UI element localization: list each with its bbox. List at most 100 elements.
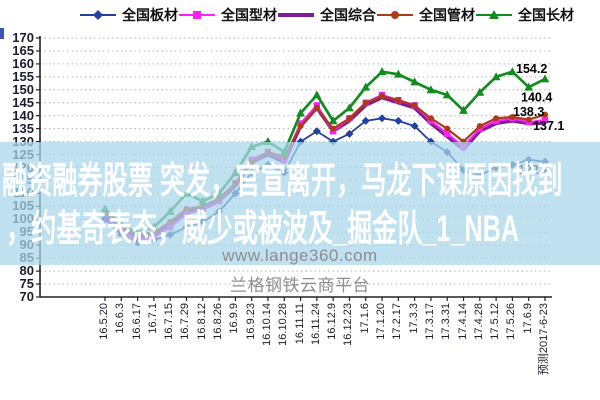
marker-circle-icon bbox=[427, 115, 434, 122]
x-axis-label: 16.9.9 bbox=[228, 303, 241, 334]
marker-circle-icon bbox=[525, 116, 532, 123]
marker-diamond-icon bbox=[361, 116, 370, 125]
y-axis-label: 165 bbox=[12, 42, 34, 58]
legend-label: 全国板材 bbox=[122, 7, 178, 23]
marker-triangle-icon bbox=[377, 67, 387, 76]
marker-circle-icon bbox=[476, 123, 483, 130]
marker-circle-icon bbox=[493, 115, 500, 122]
x-axis-label: 17.4.14 bbox=[456, 303, 469, 340]
legend-label: 全国型材 bbox=[221, 7, 277, 23]
marker-diamond-icon bbox=[378, 114, 387, 123]
x-axis-label: 16.8.26 bbox=[212, 303, 225, 340]
value-label-全国综合: 137.1 bbox=[533, 119, 564, 133]
value-label-全国管材: 140.4 bbox=[521, 91, 552, 105]
marker-diamond-icon bbox=[312, 127, 321, 136]
x-axis-label: 16.6.17 bbox=[130, 303, 143, 340]
x-axis-label: 17.1.6 bbox=[358, 303, 371, 334]
legend-label: 全国长材 bbox=[518, 7, 574, 23]
marker-triangle-icon bbox=[459, 105, 468, 114]
marker-circle-icon bbox=[542, 111, 548, 118]
y-axis-label: 155 bbox=[12, 68, 34, 84]
marker-triangle-icon bbox=[328, 116, 338, 125]
marker-circle-icon bbox=[362, 99, 369, 106]
legend-marker-square-icon bbox=[179, 11, 215, 19]
watermark-platform: 兰格钢铁云商平台 bbox=[230, 276, 370, 295]
legend-item-全国管材: 全国管材 bbox=[375, 5, 475, 25]
y-axis-label: 145 bbox=[12, 94, 34, 110]
y-axis-label: 80 bbox=[19, 263, 34, 279]
y-axis-label: 70 bbox=[19, 289, 34, 304]
marker-circle-icon bbox=[330, 125, 337, 132]
marker-circle-icon bbox=[411, 102, 418, 109]
x-axis-label: 16.8.12 bbox=[195, 303, 208, 340]
marker-circle-icon bbox=[313, 104, 320, 111]
marker-triangle-icon bbox=[540, 74, 550, 83]
marker-triangle-icon bbox=[345, 103, 354, 112]
x-axis-label: 17.4.28 bbox=[472, 303, 485, 340]
marker-circle-icon bbox=[395, 97, 402, 104]
legend-marker-diamond-icon bbox=[80, 10, 116, 20]
x-axis-label: 16.9.23 bbox=[244, 303, 257, 340]
x-axis-label: 16.11.24 bbox=[309, 303, 322, 346]
x-axis-label: 17.2.17 bbox=[391, 303, 404, 340]
x-axis-label: 17.3.17 bbox=[423, 303, 436, 340]
marker-triangle-icon bbox=[491, 72, 501, 81]
legend-item-全国长材: 全国长材 bbox=[474, 5, 574, 25]
marker-circle-icon bbox=[297, 123, 304, 130]
value-label-全国型材: 138.3 bbox=[513, 105, 544, 119]
marker-triangle-icon bbox=[393, 69, 403, 78]
x-axis-label: 17.3.31 bbox=[440, 303, 453, 340]
legend-item-全国板材: 全国板材 bbox=[78, 5, 178, 25]
legend-marker-circle-icon bbox=[377, 11, 413, 19]
marker-triangle-icon bbox=[508, 67, 517, 76]
legend-item-全国型材: 全国型材 bbox=[177, 5, 277, 25]
marker-triangle-icon bbox=[361, 82, 371, 91]
marker-triangle-icon bbox=[524, 82, 534, 91]
marker-triangle-icon bbox=[475, 87, 485, 96]
x-axis-label: 17.5.26 bbox=[505, 303, 518, 340]
legend-label: 全国管材 bbox=[419, 7, 475, 23]
y-axis-label: 140 bbox=[12, 107, 34, 123]
x-axis-label: 17.5.12 bbox=[489, 303, 502, 340]
marker-circle-icon bbox=[444, 125, 451, 132]
legend-item-全国综合: 全国综合 bbox=[276, 5, 376, 25]
y-axis-label: 75 bbox=[19, 276, 34, 292]
marker-triangle-icon bbox=[426, 85, 436, 94]
x-axis-label: 16.6.3 bbox=[114, 303, 127, 334]
x-axis-label: 16.12.9 bbox=[326, 303, 339, 340]
overlay-caption-line2: ，约基奇表态，威少或被波及_掘金队_1_NBA bbox=[6, 208, 520, 249]
legend-marker-triangle-icon bbox=[476, 10, 512, 19]
y-axis-label: 135 bbox=[12, 120, 34, 136]
x-axis-label: 16.10.14 bbox=[260, 303, 273, 346]
overlay-caption-line1: 融资融券股票 突发，官宣离开，马龙下课原因找到 bbox=[2, 160, 563, 201]
watermark-url: www.lange360.com bbox=[222, 246, 378, 265]
marker-triangle-icon bbox=[312, 90, 322, 99]
marker-circle-icon bbox=[379, 93, 386, 100]
marker-diamond-icon bbox=[410, 122, 419, 131]
marker-circle-icon bbox=[509, 113, 516, 120]
chart-legend: 全国板材 全国型材 全国综合 全国管材 全国长材 bbox=[78, 4, 600, 26]
legend-label: 全国综合 bbox=[320, 7, 376, 23]
x-axis-label: 16.7.29 bbox=[179, 303, 192, 340]
marker-triangle-icon bbox=[410, 77, 420, 86]
y-axis-label: 160 bbox=[12, 55, 34, 71]
x-axis-label: 16.11.11 bbox=[293, 303, 306, 345]
overlay-band: www.lange360.com bbox=[0, 142, 600, 265]
x-axis-label: 17.6.9 bbox=[521, 303, 534, 334]
x-axis-label: 16.12.23 bbox=[342, 303, 355, 346]
clipped-icon bbox=[0, 28, 4, 39]
x-axis-label: 16.10.28 bbox=[277, 303, 290, 346]
x-axis-label: 17.3.3 bbox=[407, 303, 420, 334]
legend-marker-none-icon bbox=[278, 13, 314, 17]
marker-triangle-icon bbox=[296, 108, 305, 117]
value-label-全国长材: 154.2 bbox=[516, 62, 547, 76]
x-axis-label: 17.1.20 bbox=[375, 303, 388, 340]
y-axis-label: 170 bbox=[12, 30, 34, 45]
forecast-label: 预测2017-6-23 bbox=[538, 303, 550, 376]
y-axis-label: 150 bbox=[12, 81, 34, 97]
marker-diamond-icon bbox=[345, 129, 354, 138]
x-axis-label: 16.7.1 bbox=[146, 303, 159, 334]
x-axis-label: 16.5.20 bbox=[98, 303, 110, 340]
x-axis-label: 16.7.15 bbox=[163, 303, 176, 340]
